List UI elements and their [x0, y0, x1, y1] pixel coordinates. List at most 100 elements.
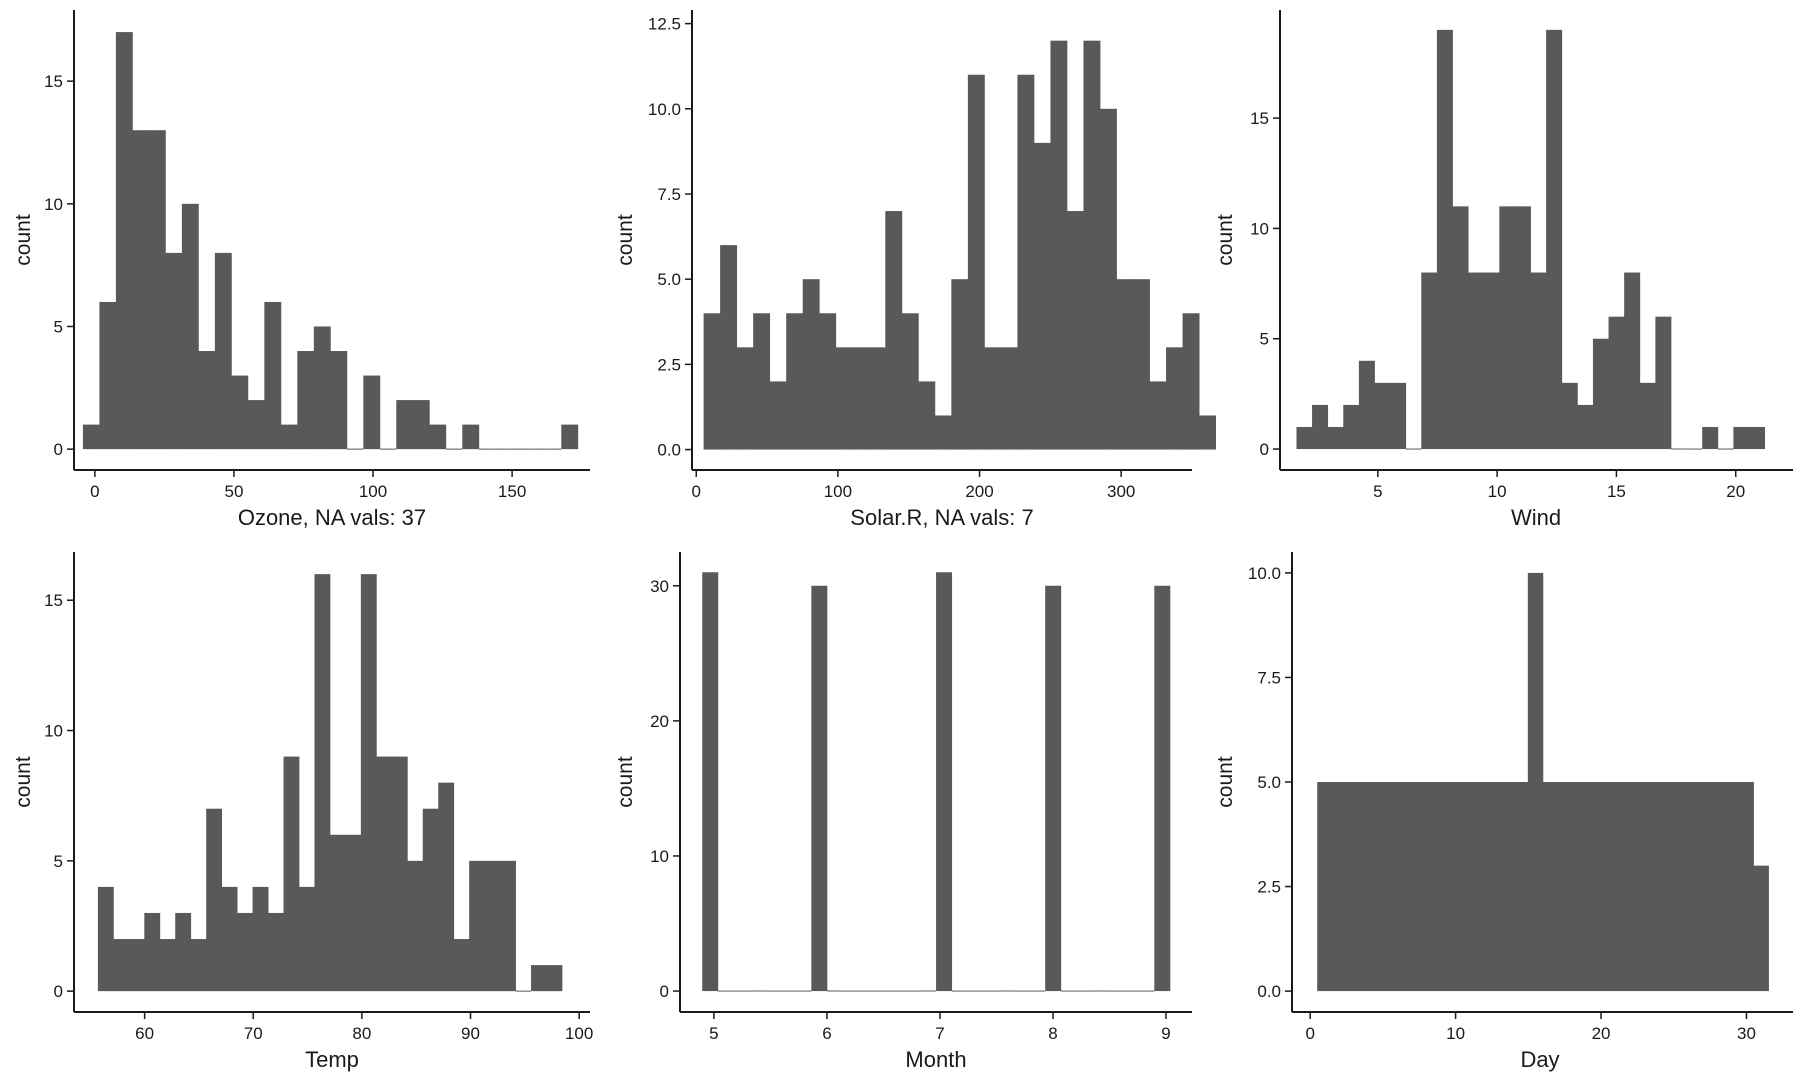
histogram-bar: [984, 347, 1002, 450]
histogram-bar: [297, 351, 315, 450]
histogram-bar: [1499, 206, 1516, 450]
histogram-bar: [1332, 782, 1348, 992]
x-tick-label: 200: [965, 482, 993, 501]
y-tick-label: 5.0: [1257, 773, 1281, 792]
histogram-bar: [1592, 338, 1609, 450]
histogram-bar: [422, 808, 439, 992]
x-tick-label: 15: [1607, 482, 1626, 501]
x-tick-label: 8: [1048, 1024, 1057, 1043]
histogram-bar: [1483, 272, 1500, 450]
y-tick-label: 7.5: [1257, 668, 1281, 687]
y-tick-label: 7.5: [657, 185, 681, 204]
histogram-bar: [268, 912, 284, 992]
histogram-bar: [1633, 782, 1649, 992]
histogram-bar: [1546, 29, 1563, 450]
histogram-bar: [1437, 782, 1453, 992]
histogram-bar: [198, 351, 216, 450]
histogram-bar: [1678, 782, 1694, 992]
histogram-bar: [1542, 782, 1559, 992]
histogram-bar: [1317, 782, 1333, 992]
histogram-bar: [469, 860, 486, 992]
histogram-bar: [1133, 279, 1150, 450]
panel-wind: Wind count 5 10 15 20 0 5 10 15: [1214, 10, 1793, 530]
y-tick-label: 5.0: [657, 270, 681, 289]
histogram-bar: [221, 886, 238, 992]
y-tick-label: 0.0: [657, 441, 681, 460]
panel-day: Day count 0 10 20 30 0.0 2.5 5.0 7.5 10.0: [1214, 552, 1793, 1072]
histogram-bar: [1343, 404, 1360, 450]
histogram-bar: [802, 279, 820, 450]
histogram-bar: [951, 279, 969, 450]
histogram-bar: [484, 860, 501, 992]
histogram-bar: [1407, 782, 1423, 992]
histogram-bar: [1702, 426, 1719, 450]
histogram-bar: [99, 301, 117, 450]
y-tick-label: 5: [1260, 330, 1269, 349]
y-tick-label: 10.0: [1248, 564, 1281, 583]
x-axis-title: Ozone, NA vals: 37: [238, 505, 426, 530]
histogram-bar: [264, 301, 282, 450]
histogram-bar: [703, 313, 721, 450]
histogram-bar: [1733, 426, 1750, 450]
x-tick-label: 100: [824, 482, 852, 501]
y-axis-title: count: [614, 756, 637, 808]
x-tick-label: 100: [565, 1024, 593, 1043]
histogram-bar: [144, 912, 161, 992]
x-axis-title: Month: [905, 1047, 966, 1072]
histogram-bar: [1648, 782, 1664, 992]
histogram-bar: [1436, 29, 1453, 450]
histogram-bar: [819, 313, 837, 450]
histogram-bar: [934, 415, 952, 450]
histogram-bar: [1017, 74, 1035, 450]
histogram-bar: [360, 574, 377, 992]
x-tick-label: 70: [244, 1024, 263, 1043]
x-tick-label: 5: [709, 1024, 718, 1043]
histogram-bar: [1514, 206, 1531, 450]
histogram-bar: [1066, 211, 1084, 450]
histogram-bar: [1390, 382, 1407, 450]
y-tick-label: 15: [1250, 109, 1269, 128]
histogram-bar: [1708, 782, 1724, 992]
x-tick-label: 10: [1446, 1024, 1465, 1043]
histogram-bar: [1312, 404, 1329, 450]
histogram-bar: [1749, 426, 1765, 450]
histogram-bar: [165, 252, 183, 450]
histogram-bar: [247, 400, 265, 450]
histogram-bar: [736, 347, 754, 450]
histogram-bar: [1154, 585, 1171, 992]
histogram-bar: [407, 860, 424, 992]
histogram-bar: [299, 886, 315, 992]
histogram-bar: [1588, 782, 1604, 992]
y-tick-label: 0: [1260, 440, 1269, 459]
y-tick-label: 10: [1250, 219, 1269, 238]
histogram-bar: [453, 939, 470, 992]
histogram-bar: [252, 886, 269, 992]
histogram-bar: [429, 424, 447, 450]
histogram-bar: [1149, 381, 1167, 450]
histogram-bar: [852, 347, 870, 450]
histogram-bar: [82, 424, 100, 450]
histogram-bar: [500, 860, 516, 992]
histogram-bar: [1468, 272, 1485, 450]
histogram-bar: [546, 965, 563, 992]
histogram-bar: [1050, 40, 1068, 450]
histogram-bar: [1618, 782, 1634, 992]
histogram-bar: [1033, 142, 1051, 450]
x-axis-title: Day: [1520, 1047, 1559, 1072]
x-tick-label: 20: [1726, 482, 1745, 501]
histogram-bar: [280, 424, 298, 450]
y-tick-label: 15: [44, 72, 63, 91]
histogram-bar: [231, 375, 249, 450]
x-tick-label: 90: [461, 1024, 480, 1043]
histogram-bar: [345, 834, 362, 992]
histogram-bar: [115, 32, 133, 450]
histogram-bar: [1557, 782, 1574, 992]
panel-temp: Temp count 60 70 80 90 100 0 5 10 15: [12, 552, 593, 1072]
x-tick-label: 6: [822, 1024, 831, 1043]
panel-ozone: Ozone, NA vals: 37 count 0 50 100 150 0 5 10 15: [12, 10, 590, 530]
x-tick-label: 80: [352, 1024, 371, 1043]
histogram-bar: [1182, 313, 1200, 450]
histogram-bar: [1577, 404, 1594, 450]
histogram-bar: [1083, 40, 1101, 450]
